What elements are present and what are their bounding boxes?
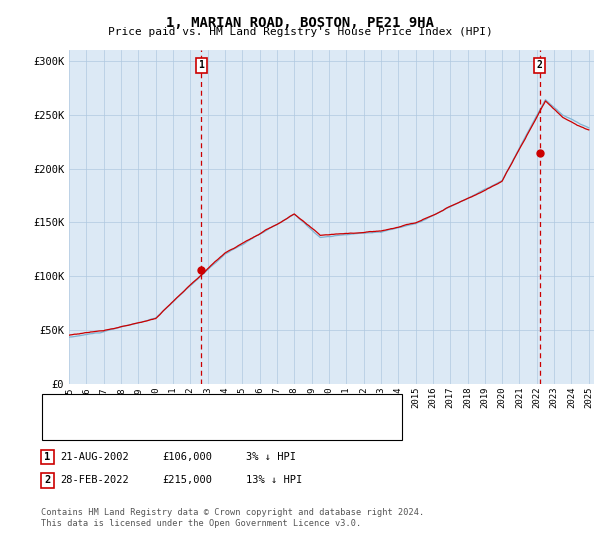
Text: 1, MARIAN ROAD, BOSTON, PE21 9HA (detached house): 1, MARIAN ROAD, BOSTON, PE21 9HA (detach… <box>69 402 363 412</box>
Text: Contains HM Land Registry data © Crown copyright and database right 2024.
This d: Contains HM Land Registry data © Crown c… <box>41 508 424 528</box>
Text: 1, MARIAN ROAD, BOSTON, PE21 9HA: 1, MARIAN ROAD, BOSTON, PE21 9HA <box>166 16 434 30</box>
Text: 1: 1 <box>199 60 205 71</box>
Text: 13% ↓ HPI: 13% ↓ HPI <box>246 475 302 486</box>
Text: 1: 1 <box>44 452 50 462</box>
Text: £215,000: £215,000 <box>162 475 212 486</box>
Text: 28-FEB-2022: 28-FEB-2022 <box>60 475 129 486</box>
Text: 2: 2 <box>536 60 542 71</box>
Text: 3% ↓ HPI: 3% ↓ HPI <box>246 452 296 462</box>
Text: £106,000: £106,000 <box>162 452 212 462</box>
Text: HPI: Average price, detached house, Boston: HPI: Average price, detached house, Bost… <box>69 422 321 432</box>
Text: 21-AUG-2002: 21-AUG-2002 <box>60 452 129 462</box>
Text: 2: 2 <box>44 475 50 486</box>
Text: Price paid vs. HM Land Registry's House Price Index (HPI): Price paid vs. HM Land Registry's House … <box>107 27 493 37</box>
